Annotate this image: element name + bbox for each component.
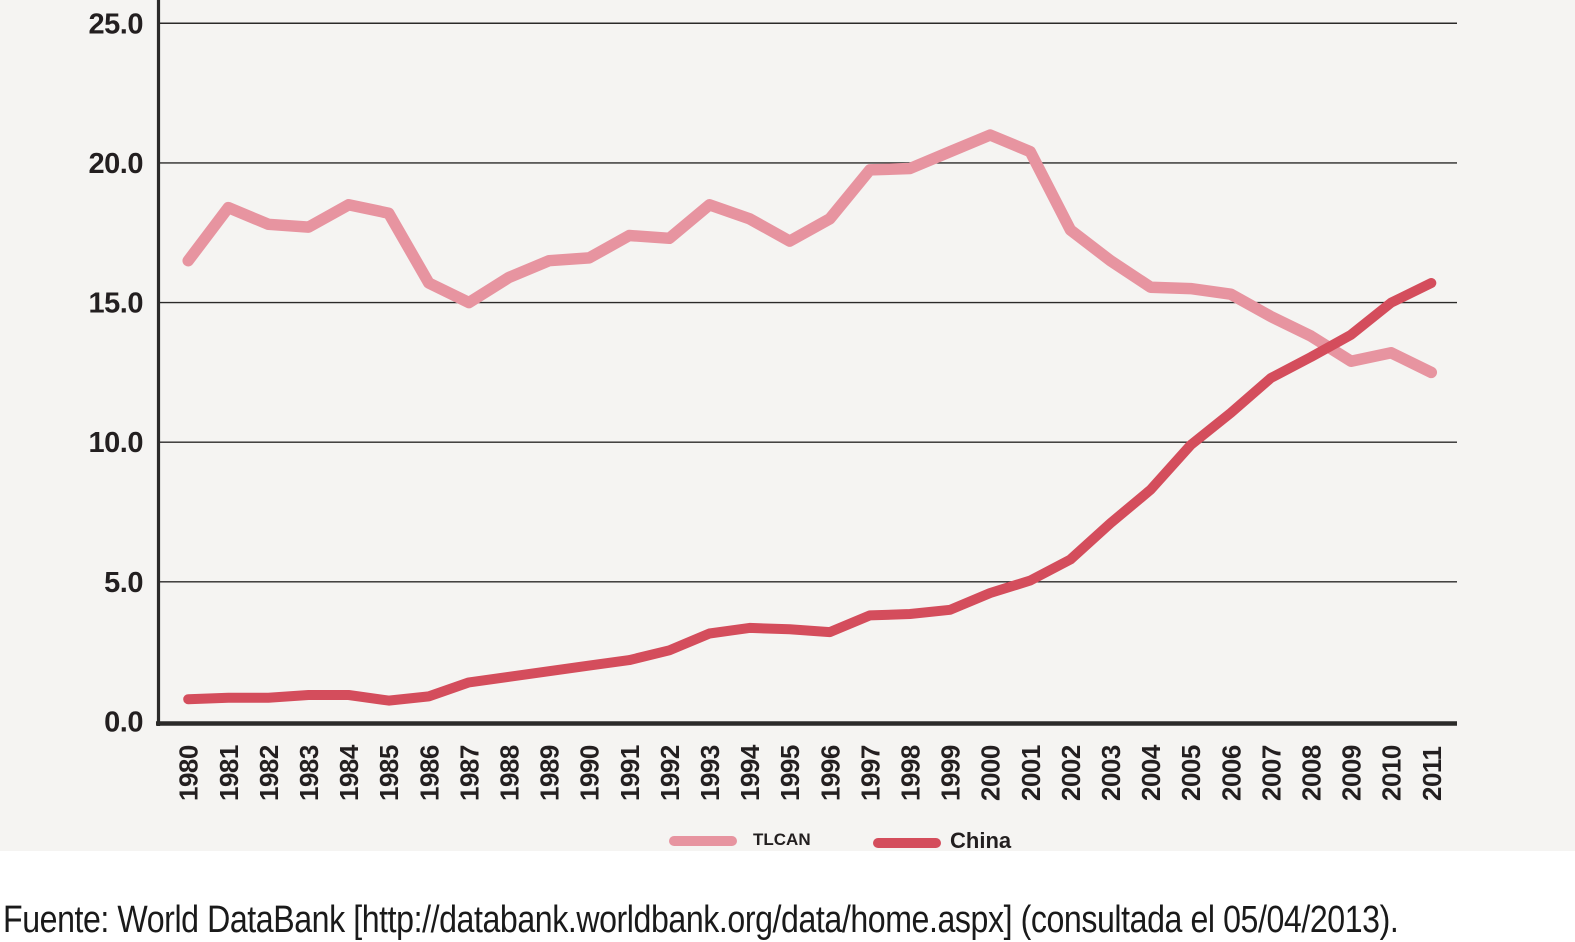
x-tick-label: 2008 [1297,745,1327,801]
x-tick-label: 1986 [414,745,444,801]
y-tick-label: 20.0 [89,148,143,180]
x-tick-label: 2006 [1216,745,1246,801]
x-tick-label: 1990 [575,745,605,801]
x-tick-label: 1994 [735,744,765,801]
axes [156,0,1457,726]
x-tick-label: 2007 [1256,745,1286,801]
legend-item-tlcan: TLCAN [669,824,811,850]
x-tick-label: 1980 [174,745,204,801]
x-tick-label: 1989 [535,745,565,801]
x-tick-label: 1984 [334,744,364,801]
x-tick-label: 2011 [1417,747,1447,801]
plot-background [0,0,1575,851]
line-chart: 1980 1981 1982 1983 1984 1985 1986 1987 1988 1989… [89,0,1457,801]
y-axis-tick-labels: 0.0 5.0 10.0 15.0 20.0 25.0 [89,8,144,739]
x-tick-label: 2002 [1056,745,1086,801]
x-tick-label: 1991 [615,745,645,801]
x-tick-label: 1988 [495,745,525,801]
x-tick-label: 1983 [294,745,324,801]
legend-label-tlcan: TLCAN [753,830,811,849]
x-tick-label: 2005 [1176,745,1206,801]
legend-item-china: China [873,824,1011,854]
china-line-swatch-icon [873,838,941,848]
x-tick-label: 2000 [976,745,1006,801]
source-note: Fuente: World DataBank [http://databank.… [3,899,1399,941]
y-tick-label: 10.0 [89,427,143,459]
x-tick-label: 1998 [896,745,926,801]
x-tick-label: 1982 [254,745,284,801]
y-tick-label: 15.0 [89,288,143,320]
x-tick-label: 2010 [1377,745,1407,801]
y-tick-label: 5.0 [104,567,143,599]
x-tick-label: 1999 [936,745,966,801]
x-axis-tick-labels: 1980 1981 1982 1983 1984 1985 1986 1987 1988 1989… [174,744,1447,801]
x-tick-label: 2004 [1136,744,1166,801]
chart-legend: TLCAN China [0,824,1575,854]
x-tick-label: 1995 [775,745,805,801]
x-tick-label: 1985 [374,745,404,801]
legend-label-china: China [950,828,1012,853]
x-tick-label: 1993 [695,745,725,801]
y-tick-label: 25.0 [89,8,143,40]
x-tick-label: 1981 [214,745,244,801]
x-tick-label: 1992 [655,745,685,801]
gridlines [157,22,1457,583]
x-tick-label: 2001 [1016,745,1046,801]
x-tick-label: 2003 [1096,745,1126,801]
series-line-tlcan [182,129,1438,379]
tlcan-line-swatch-icon [669,836,737,846]
series-line-china [183,278,1437,706]
x-tick-label: 1997 [855,745,885,801]
x-tick-label: 2009 [1337,745,1367,801]
data-series [182,129,1438,706]
x-tick-label: 1987 [454,745,484,801]
x-tick-label: 1996 [815,745,845,801]
y-tick-label: 0.0 [104,707,143,739]
